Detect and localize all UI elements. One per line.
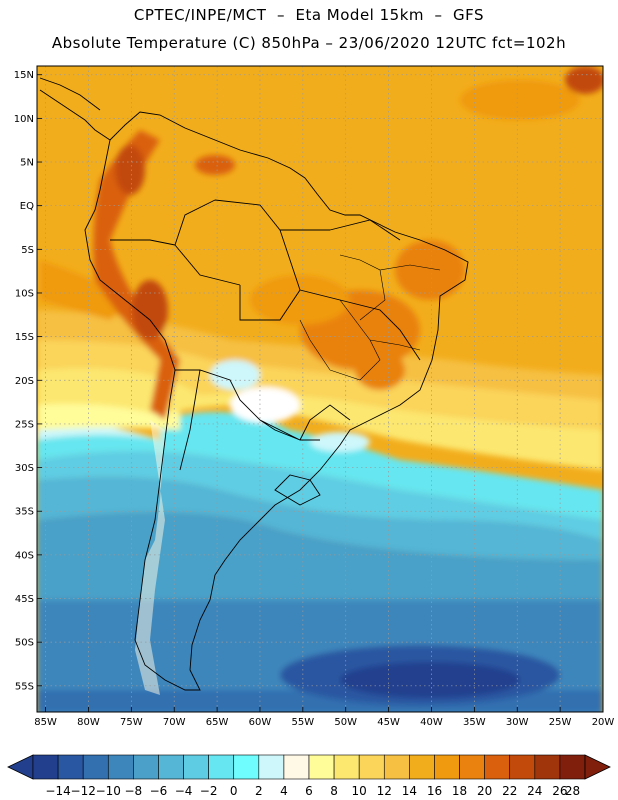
lat-label: 35S xyxy=(15,507,34,518)
lon-label: 35W xyxy=(463,717,486,728)
colorbar-swatch xyxy=(308,754,335,780)
lat-label: 30S xyxy=(15,463,34,474)
colorbar-swatch xyxy=(57,754,84,780)
colorbar-swatch xyxy=(233,754,260,780)
colorbar-swatch xyxy=(534,754,561,780)
lon-label: 60W xyxy=(249,717,272,728)
colorbar-label: −6 xyxy=(150,784,168,798)
lon-label: 40W xyxy=(420,717,443,728)
lat-label: 40S xyxy=(15,550,34,561)
colorbar-label: −4 xyxy=(175,784,193,798)
colorbar-label: 26 xyxy=(552,784,567,798)
colorbar-swatch xyxy=(82,754,109,780)
lat-label: 45S xyxy=(15,594,34,605)
colorbar-swatch xyxy=(333,754,360,780)
map-title-model: CPTEC/INPE/MCT – Eta Model 15km – GFS xyxy=(133,6,485,24)
map-title-field: Absolute Temperature (C) 850hPa – 23/06/… xyxy=(51,34,567,52)
colorbar-swatch xyxy=(484,754,511,780)
lat-label: 10N xyxy=(14,114,34,125)
colorbar-label: 20 xyxy=(477,784,492,798)
colorbar-swatch xyxy=(283,754,310,780)
colorbar-low-arrow xyxy=(7,754,34,780)
lat-label: 5N xyxy=(20,158,34,169)
colorbar-label: 12 xyxy=(377,784,392,798)
brazil-states xyxy=(299,254,441,381)
colorbar-label: 28 xyxy=(565,784,580,798)
lat-label: EQ xyxy=(20,201,34,212)
colorbar-swatch xyxy=(258,754,285,780)
colorbar-swatch xyxy=(208,754,235,780)
colorbar-label: −10 xyxy=(96,784,121,798)
lon-label: 70W xyxy=(163,717,186,728)
colorbar-swatch xyxy=(383,754,410,780)
colorbar-label: 22 xyxy=(502,784,517,798)
colorbar-label: 10 xyxy=(352,784,367,798)
lon-label: 30W xyxy=(506,717,529,728)
lat-label: 55S xyxy=(15,681,34,692)
colorbar-label: −8 xyxy=(125,784,143,798)
colorbar-swatch xyxy=(358,754,385,780)
colorbar-swatch xyxy=(434,754,460,780)
longitude-axis: 85W 80W 75W 70W 65W 60W 55W 50W 45W 40W 35W 30W 25W 2… xyxy=(34,707,614,728)
lon-label: 50W xyxy=(334,717,357,728)
colorbar-label: 2 xyxy=(255,784,263,798)
country-border xyxy=(110,199,421,471)
colorbar: −14 −12 −10 −8 −6 −4 −2 0 2 4 6 8 10 12 14 16 18 20 22 24 26… xyxy=(7,754,611,798)
colorbar-swatch xyxy=(559,754,586,780)
colorbar-label: 8 xyxy=(330,784,338,798)
lon-label: 25W xyxy=(549,717,572,728)
lon-label: 80W xyxy=(77,717,100,728)
lat-label: 15N xyxy=(14,70,34,81)
lat-label: 25S xyxy=(15,419,34,430)
colorbar-label: 0 xyxy=(230,784,238,798)
colorbar-swatch xyxy=(32,754,59,780)
colorbar-label: 14 xyxy=(402,784,417,798)
colorbar-swatch xyxy=(459,754,485,780)
temperature-field xyxy=(37,66,603,712)
boundaries xyxy=(39,77,469,691)
colorbar-label: 18 xyxy=(452,784,467,798)
central-america-coastline xyxy=(39,77,111,141)
lat-label: 20S xyxy=(15,376,34,387)
colorbar-label: −14 xyxy=(45,784,70,798)
colorbar-label: 24 xyxy=(527,784,542,798)
colorbar-label: 6 xyxy=(305,784,313,798)
colorbar-swatch xyxy=(158,754,184,780)
south-america-coastline xyxy=(84,111,469,691)
lon-label: 75W xyxy=(120,717,143,728)
colorbar-label: 4 xyxy=(280,784,288,798)
colorbar-high-arrow xyxy=(584,754,611,780)
lat-label: 15S xyxy=(15,332,34,343)
colorbar-swatch xyxy=(509,754,536,780)
colorbar-swatch xyxy=(107,754,134,780)
colorbar-label: −2 xyxy=(200,784,218,798)
lon-label: 85W xyxy=(34,717,57,728)
colorbar-label: 16 xyxy=(427,784,442,798)
lon-label: 20W xyxy=(592,717,615,728)
colorbar-swatch xyxy=(409,754,435,780)
latitude-axis: 15N 10N 5N EQ 5S 10S 15S 20S 25S 30S 35S 40S 45S 50S 5… xyxy=(14,70,42,692)
colorbar-swatch xyxy=(183,754,209,780)
uruguay-border xyxy=(274,474,321,506)
colorbar-label: −12 xyxy=(71,784,96,798)
lon-label: 55W xyxy=(292,717,315,728)
lon-label: 45W xyxy=(377,717,400,728)
map-frame xyxy=(36,65,604,713)
colorbar-swatch xyxy=(133,754,159,780)
lat-label: 5S xyxy=(21,245,34,256)
lat-label: 50S xyxy=(15,638,34,649)
lat-label: 10S xyxy=(15,288,34,299)
lon-label: 65W xyxy=(206,717,229,728)
